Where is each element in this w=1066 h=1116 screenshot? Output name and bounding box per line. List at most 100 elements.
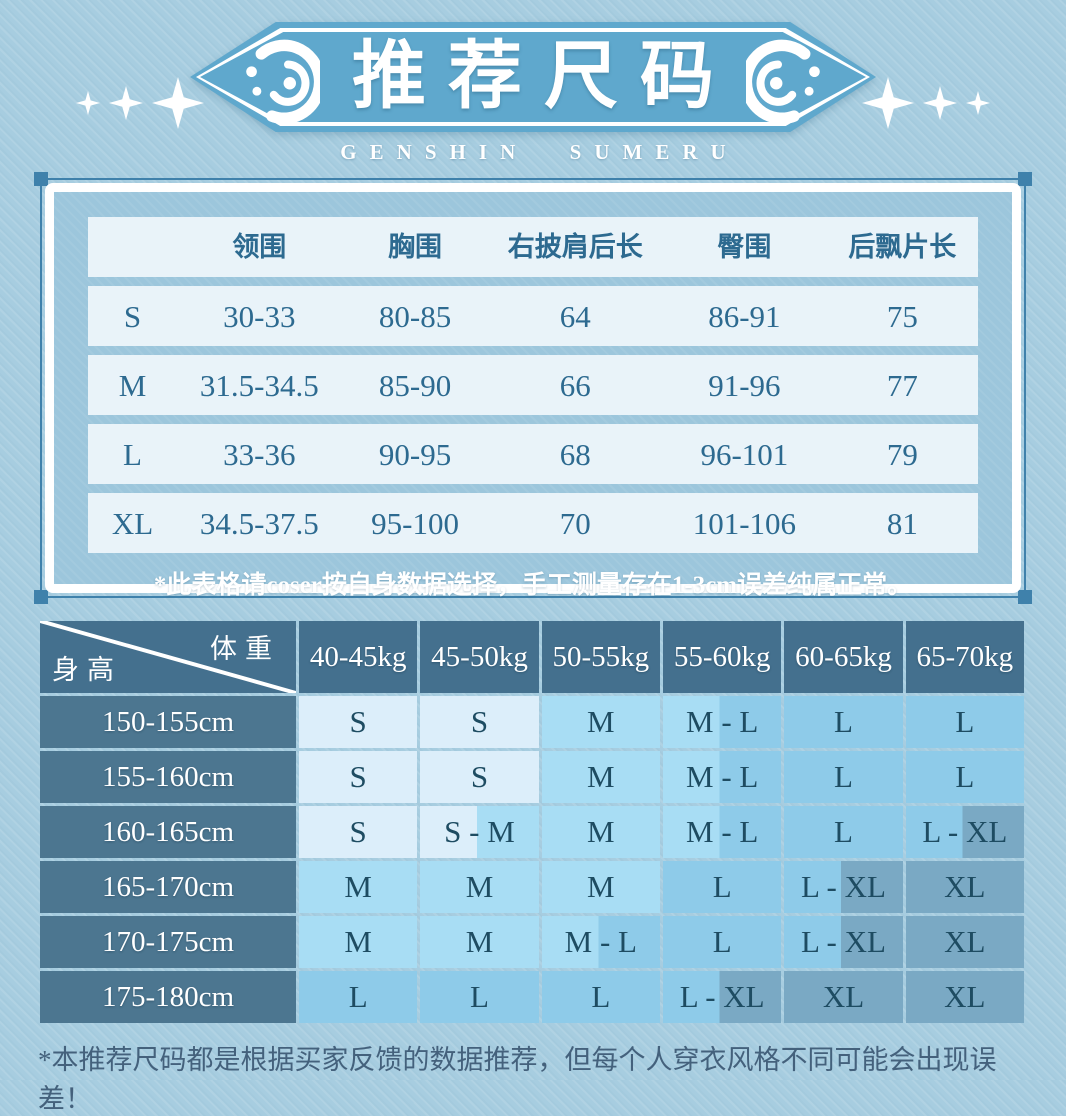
sparkles-right (862, 77, 990, 129)
value-cell: 68 (559, 436, 591, 472)
size-cell: L - XL (784, 916, 903, 968)
header-cell-neck: 领围 (232, 231, 287, 262)
size-cell: M (299, 916, 418, 968)
value-cell: 75 (886, 298, 918, 334)
value-cell: 90-95 (378, 436, 452, 472)
page-title: 推荐尺码 (352, 36, 736, 118)
header-cell-chest: 胸围 (388, 231, 443, 262)
height-row-header: 165-170cm (40, 861, 296, 913)
height-axis-label: 身高 (52, 655, 122, 685)
size-cell: L (784, 696, 903, 748)
hero-header: 推荐尺码 GENSHIN SUMERU (0, 0, 1066, 175)
weight-column-header: 45-50kg (420, 621, 539, 693)
size-cell: XL (784, 971, 903, 1023)
size-cell: L (784, 751, 903, 803)
measurement-row-xl: XL 34.5-37.5 95-100 70 101-106 81 (88, 493, 978, 553)
height-row-header: 155-160cm (40, 751, 296, 803)
measurement-panel: 领围 胸围 右披肩后长 臀围 后飘片长 S 30-33 80-85 64 86-… (34, 172, 1032, 604)
swirl-icon (746, 39, 820, 123)
size-label: S (123, 298, 142, 334)
size-cell: L (541, 971, 660, 1023)
size-label: M (118, 367, 147, 403)
value-cell: 31.5-34.5 (199, 367, 319, 403)
value-cell: 70 (559, 505, 591, 541)
value-cell: 80-85 (378, 298, 452, 334)
size-cell: L (299, 971, 418, 1023)
weight-column-header: 65-70kg (905, 621, 1024, 693)
value-cell: 86-91 (708, 298, 781, 334)
weight-column-header: 60-65kg (784, 621, 903, 693)
size-cell: M - L (541, 916, 660, 968)
size-cell: L (663, 861, 782, 913)
value-cell: 85-90 (378, 367, 452, 403)
footer-note: *本推荐尺码都是根据买家反馈的数据推荐，但每个人穿衣风格不同可能会出现误差！ (38, 1045, 997, 1114)
sparkle-icon (966, 91, 990, 115)
height-row-header: 150-155cm (40, 696, 296, 748)
measurement-table: 领围 胸围 右披肩后长 臀围 后飘片长 S 30-33 80-85 64 86-… (88, 217, 978, 553)
sparkle-icon (862, 77, 914, 129)
size-label: XL (111, 505, 154, 541)
size-cell: M (541, 861, 660, 913)
value-cell: 101-106 (692, 505, 797, 541)
sparkle-icon (76, 91, 100, 115)
value-cell: 96-101 (700, 436, 789, 472)
measurement-panel-inner: 领围 胸围 右披肩后长 臀围 后飘片长 S 30-33 80-85 64 86-… (45, 183, 1021, 599)
size-cell: S (420, 696, 539, 748)
size-cell: M (420, 861, 539, 913)
value-cell: 34.5-37.5 (199, 505, 319, 541)
size-cell: L (663, 916, 782, 968)
value-cell: 91-96 (708, 367, 781, 403)
size-cell: M (541, 751, 660, 803)
value-cell: 30-33 (223, 298, 296, 334)
size-cell: S (299, 751, 418, 803)
diagonal-divider (40, 621, 296, 693)
measurement-note: *此表格请coser按自身数据选择，手工测量存在1-3cm误差纯属正常。 (153, 572, 913, 599)
corner-dot (1018, 172, 1032, 186)
value-cell: 77 (886, 367, 918, 403)
measurement-header-row: 领围 胸围 右披肩后长 臀围 后飘片长 (88, 217, 978, 277)
size-cell: M - L (663, 751, 782, 803)
value-cell: 79 (886, 436, 918, 472)
size-cell: L (420, 971, 539, 1023)
value-cell: 33-36 (223, 436, 296, 472)
header-cell-hip: 臀围 (717, 231, 772, 262)
value-cell: 95-100 (371, 505, 459, 541)
weight-column-header: 55-60kg (663, 621, 782, 693)
measurement-row-s: S 30-33 80-85 64 86-91 75 (88, 286, 978, 346)
height-row-header: 170-175cm (40, 916, 296, 968)
size-label: L (123, 436, 142, 472)
swirl-icon (246, 39, 320, 123)
weight-column-header: 50-55kg (541, 621, 660, 693)
weight-column-header: 40-45kg (299, 621, 418, 693)
size-cell: L - XL (784, 861, 903, 913)
size-cell: M - L (663, 696, 782, 748)
size-cell: L - XL (663, 971, 782, 1023)
sparkle-icon (923, 86, 957, 120)
size-cell: S (299, 696, 418, 748)
height-row-header: 160-165cm (40, 806, 296, 858)
corner-dot (34, 172, 48, 186)
sparkles-left (76, 77, 204, 129)
corner-dot (34, 590, 48, 604)
size-cell: S (420, 751, 539, 803)
measurement-row-m: M 31.5-34.5 85-90 66 91-96 77 (88, 355, 978, 415)
weight-axis-label: 体重 (210, 634, 280, 664)
size-cell: S - M (420, 806, 539, 858)
header-cell-back-flap: 后飘片长 (848, 231, 957, 262)
corner-dot (1018, 590, 1032, 604)
size-matrix-table: 体重 身高 40-45kg 45-50kg 50-55kg 55-60kg 60… (40, 621, 1024, 1023)
value-cell: 66 (559, 367, 591, 403)
matrix-corner-cell: 体重 身高 (40, 621, 296, 693)
size-cell: M (541, 696, 660, 748)
page-subtitle: GENSHIN SUMERU (340, 140, 739, 164)
height-row-header: 175-180cm (40, 971, 296, 1023)
size-cell: L (784, 806, 903, 858)
size-cell: XL (905, 861, 1024, 913)
size-cell: XL (905, 971, 1024, 1023)
header-cell-shawl-back: 右披肩后长 (507, 231, 643, 262)
size-cell: M (541, 806, 660, 858)
size-cell: L (905, 696, 1024, 748)
sparkle-icon (109, 86, 143, 120)
measurement-row-l: L 33-36 90-95 68 96-101 79 (88, 424, 978, 484)
